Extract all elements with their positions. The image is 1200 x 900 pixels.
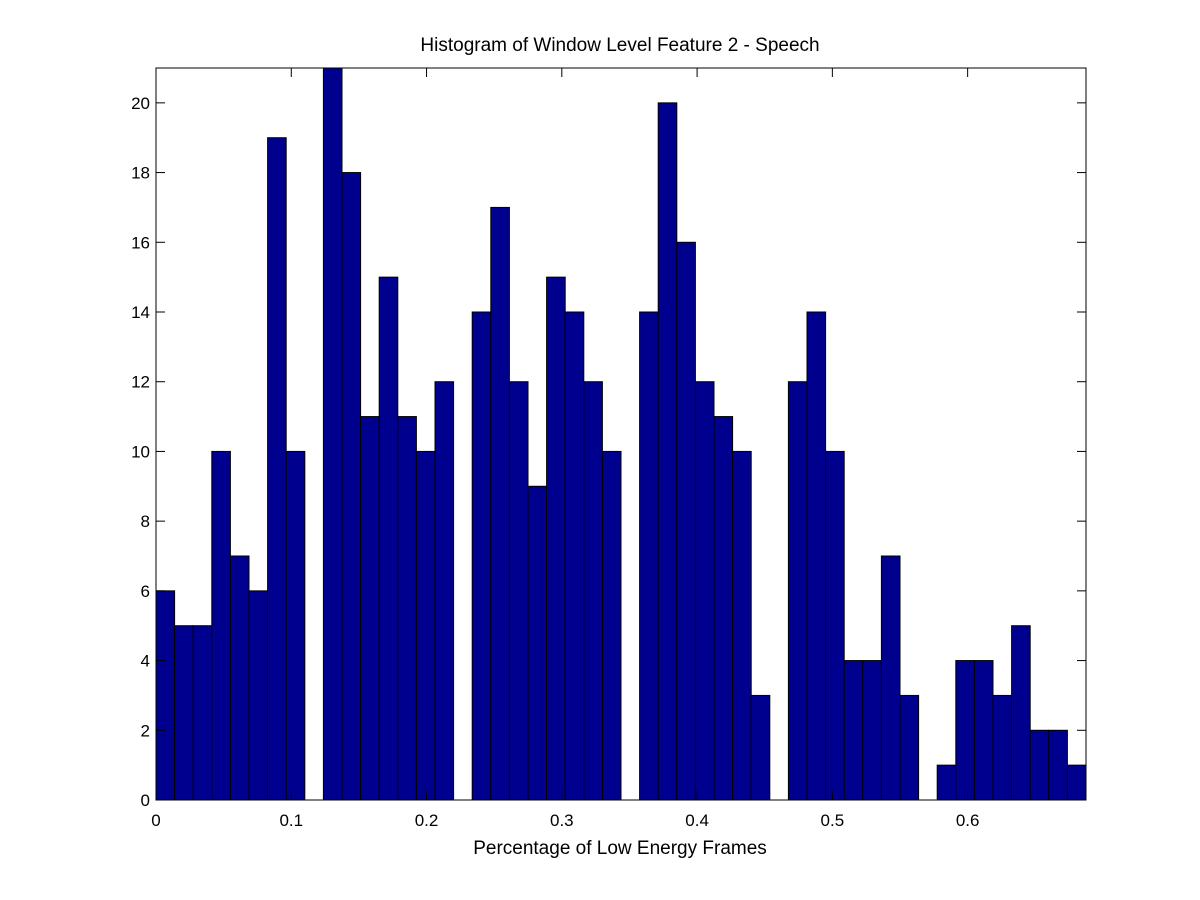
histogram-bar [955, 660, 975, 801]
histogram-bar [360, 416, 380, 801]
chart-title: Histogram of Window Level Feature 2 - Sp… [420, 35, 819, 56]
histogram-bar [378, 276, 399, 801]
ticks-group [155, 68, 1086, 801]
histogram-bar [490, 206, 510, 801]
y-tick-label: 18 [131, 164, 150, 183]
histogram-bar [825, 450, 845, 801]
histogram-bar [806, 311, 827, 801]
x-tick-label: 0.5 [821, 811, 845, 830]
histogram-bar [694, 381, 715, 801]
histogram-bar [657, 102, 678, 801]
y-tick-label: 4 [141, 652, 150, 671]
x-tick-label: 0.3 [550, 811, 574, 830]
histogram-bar [211, 450, 231, 801]
histogram-bar [787, 381, 808, 801]
x-tick-label: 0.6 [956, 811, 980, 830]
y-tick-label: 12 [131, 373, 150, 392]
x-tick-label: 0.1 [279, 811, 303, 830]
y-tick-label: 0 [141, 791, 150, 810]
histogram-bar [713, 416, 734, 801]
histogram-bar [750, 694, 771, 801]
x-tick-label: 0.2 [415, 811, 439, 830]
y-tick-label: 8 [141, 512, 150, 531]
histogram-bar [1066, 764, 1087, 801]
histogram-bar [936, 764, 957, 801]
histogram-bar [880, 555, 901, 801]
histogram-bar [397, 416, 417, 801]
histogram-bar [899, 694, 920, 801]
x-axis-label: Percentage of Low Energy Frames [473, 838, 767, 859]
y-tick-label: 20 [131, 94, 150, 113]
histogram-bar [229, 555, 250, 801]
histogram-bar [527, 485, 548, 801]
histogram-bar [973, 660, 994, 801]
x-tick-label: 0.4 [685, 811, 709, 830]
histogram-bar [248, 590, 269, 801]
y-tick-label: 14 [131, 303, 150, 322]
histogram-bar [322, 67, 343, 801]
y-tick-label: 6 [141, 582, 150, 601]
histogram-bar [471, 311, 492, 801]
plot-area-frame [155, 67, 1087, 801]
histogram-bar [1011, 625, 1031, 801]
histogram-bar [155, 590, 176, 801]
histogram-bar [174, 625, 194, 801]
histogram-bar [508, 381, 529, 801]
histogram-bar [1029, 729, 1050, 801]
histogram-bar [676, 241, 696, 801]
histogram-bar [601, 450, 622, 801]
histogram-bar [732, 450, 752, 801]
histogram-bar [639, 311, 659, 801]
histogram-bar [434, 381, 455, 801]
histogram-bar [341, 172, 362, 801]
y-tick-label: 10 [131, 442, 150, 461]
tick-labels-group: 0 0.1 0.2 0.3 0.4 0.5 0.6 0 2 4 6 8 10 12 14 16 18 20 [131, 94, 979, 830]
x-tick-label: 0 [151, 811, 160, 830]
histogram-bar [564, 311, 585, 801]
y-tick-label: 2 [141, 721, 150, 740]
histogram-bar [1048, 729, 1068, 801]
histogram-bar [546, 276, 566, 801]
histogram-bar [843, 660, 864, 801]
histogram-bar [267, 137, 287, 801]
histogram-bar [583, 381, 603, 801]
histogram-bar [192, 625, 213, 801]
histogram-bar [992, 694, 1013, 801]
histogram-bar [862, 660, 882, 801]
histogram-bar [415, 450, 436, 801]
y-tick-label: 16 [131, 233, 150, 252]
histogram-bar [285, 450, 306, 801]
